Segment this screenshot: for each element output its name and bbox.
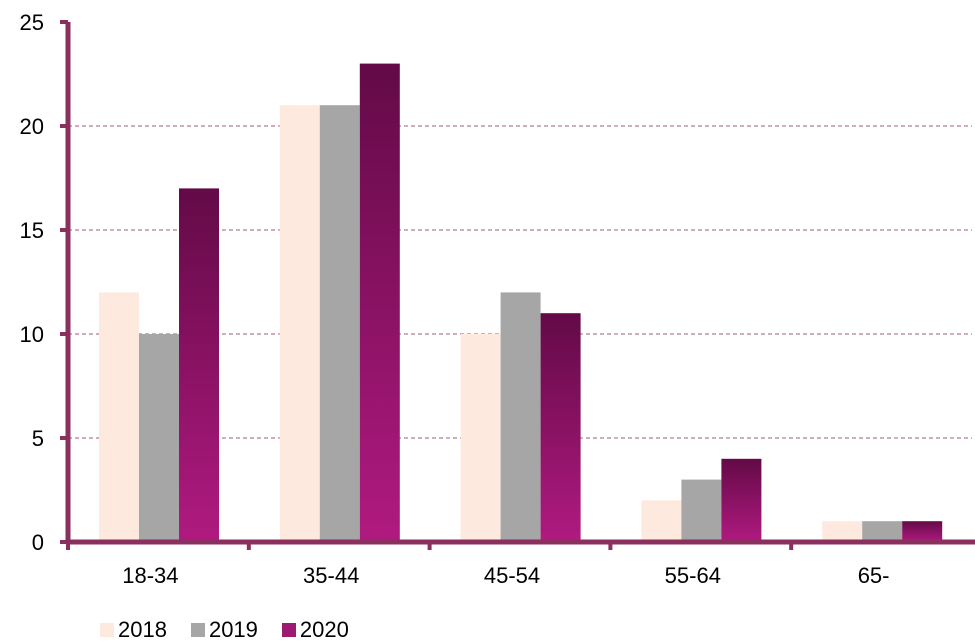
bar-2019-55-64 (681, 479, 722, 542)
legend-item-2019: 2019 (190, 617, 258, 642)
bar-2020-65- (902, 521, 943, 542)
bar-2019-18-34 (139, 334, 179, 542)
bar-2018-35-44 (279, 105, 320, 542)
x-tick-label: 65- (858, 563, 890, 588)
bar-2020-35-44 (359, 63, 400, 542)
axes (60, 20, 975, 550)
legend-item-2020: 2020 (281, 617, 349, 642)
y-tick-label: 25 (20, 10, 44, 35)
legend-swatch (100, 623, 114, 637)
legend-label: 2018 (118, 617, 167, 642)
x-tick-label: 18-34 (122, 563, 178, 588)
y-tick-label: 15 (20, 218, 44, 243)
bar-2018-55-64 (641, 500, 682, 542)
bars (99, 63, 943, 542)
bar-2018-18-34 (99, 292, 139, 542)
y-tick-label: 10 (20, 322, 44, 347)
legend-label: 2020 (299, 617, 349, 642)
bar-2020-55-64 (721, 458, 762, 542)
x-tick-label: 55-64 (665, 563, 721, 588)
legend-item-2018: 2018 (100, 618, 167, 642)
legend-swatch (281, 623, 296, 637)
x-tick-label: 35-44 (303, 563, 359, 588)
legend: 2018 2019 2020 (100, 618, 349, 642)
x-tick-label: 45-54 (484, 563, 540, 588)
legend-swatch (190, 623, 205, 637)
x-tick-labels: 18-34 35-44 45-54 55-64 65- (122, 563, 889, 588)
bar-2019-65- (862, 521, 903, 542)
legend-label: 2019 (208, 617, 258, 642)
bar-2020-18-34 (179, 188, 219, 542)
y-tick-label: 0 (32, 530, 44, 555)
bar-2019-35-44 (319, 105, 360, 542)
bar-2019-45-54 (500, 292, 541, 542)
bar-2018-65- (822, 521, 863, 542)
y-tick-labels: 0 5 10 15 20 25 (20, 10, 44, 555)
y-tick-label: 20 (20, 114, 44, 139)
bar-2018-45-54 (460, 334, 501, 542)
y-tick-label: 5 (32, 426, 44, 451)
bar-2020-45-54 (540, 313, 581, 542)
